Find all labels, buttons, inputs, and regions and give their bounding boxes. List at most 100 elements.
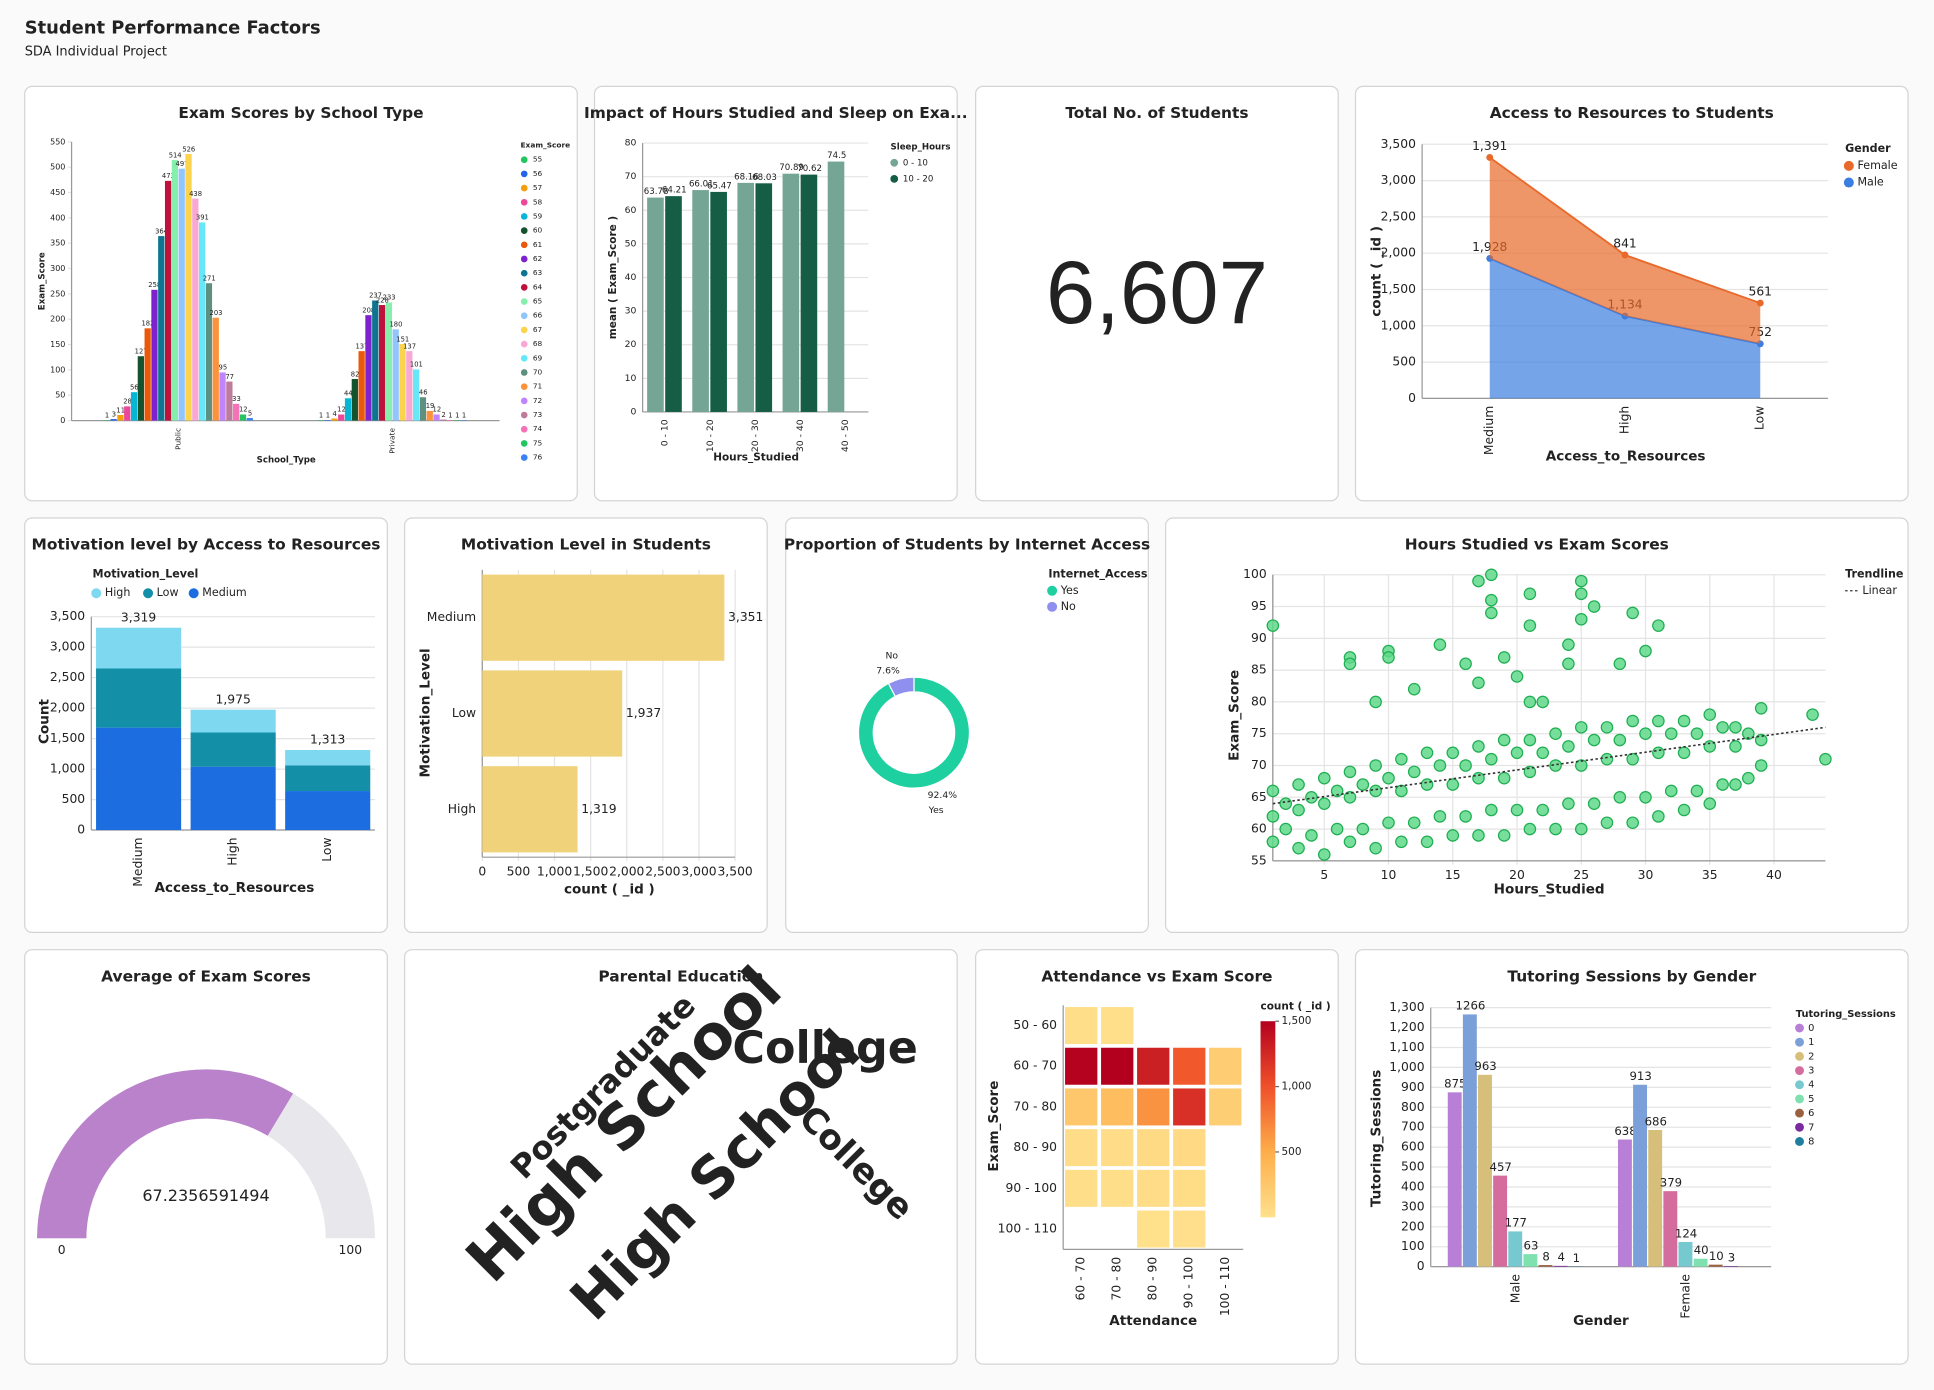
point [1305, 829, 1318, 842]
point [1716, 721, 1729, 734]
bar [1508, 1231, 1523, 1267]
x-tick-label: 80 - 90 [1146, 1257, 1160, 1301]
y-tick-label: 1,000 [1389, 1060, 1424, 1074]
y-tick-label: 700 [1401, 1120, 1425, 1134]
y-tick-label: 800 [1401, 1100, 1425, 1114]
data-label: 10 [1709, 1249, 1724, 1263]
bar [1648, 1129, 1663, 1267]
legend-label: 10 - 20 [903, 174, 934, 184]
heat-cell [1065, 1088, 1098, 1126]
x-tick-label: 3,000 [681, 864, 716, 878]
data-label: 258 [148, 281, 161, 289]
heat-cell [1101, 1088, 1134, 1126]
data-label: 497 [176, 160, 189, 168]
y-tick-label: 1,500 [50, 731, 85, 745]
x-tick-label: Low [1753, 406, 1767, 430]
point [1459, 759, 1472, 772]
point [1523, 587, 1537, 601]
data-label: 101 [410, 361, 423, 369]
point [1536, 695, 1550, 709]
heat-cell [1137, 1129, 1170, 1167]
slice-label: 7.6% [876, 665, 900, 676]
point [1549, 759, 1562, 772]
bar [755, 183, 773, 412]
legend-marker [91, 588, 102, 599]
point [1420, 746, 1434, 760]
data-label: 12 [433, 406, 442, 414]
point [1510, 670, 1524, 683]
point [1677, 803, 1691, 817]
point [1472, 574, 1485, 588]
data-label: 70.89 [779, 163, 804, 173]
y-axis-title: Count [36, 698, 52, 744]
y-tick-label: 2,000 [1381, 246, 1416, 260]
bar [419, 397, 427, 421]
point [1549, 822, 1562, 836]
bar [1723, 1266, 1738, 1267]
x-tick-label: 20 [1509, 868, 1525, 882]
y-tick-label: 60 - 70 [1013, 1059, 1057, 1073]
bar [137, 356, 144, 421]
legend-label: 70 [533, 367, 543, 376]
y-tick-label: 55 [1251, 853, 1267, 867]
legend-marker [1795, 1122, 1804, 1132]
y-tick-label: High [448, 802, 476, 816]
bar [158, 236, 165, 421]
data-label: 473 [162, 172, 175, 180]
legend-marker [1795, 1051, 1804, 1061]
y-tick-label: 550 [50, 137, 65, 146]
heat-cell [1137, 1047, 1170, 1085]
y-tick-label: 200 [50, 315, 65, 324]
point [1446, 829, 1460, 842]
card [24, 85, 578, 502]
point [1382, 816, 1395, 830]
x-tick-label: 2,000 [609, 864, 644, 878]
point [1639, 791, 1652, 804]
slice-name: Yes [928, 805, 944, 816]
x-tick-label: 30 [1638, 868, 1654, 882]
point [1587, 797, 1601, 810]
total-label: 1,313 [310, 733, 345, 747]
point [1703, 797, 1717, 810]
point [1523, 695, 1537, 709]
point [1343, 791, 1357, 804]
point [1729, 721, 1742, 734]
legend-marker [1795, 1137, 1804, 1146]
data-label: 237 [369, 292, 382, 300]
y-tick-label: 3,000 [1381, 173, 1416, 187]
legend-tick-label: 1,500 [1282, 1015, 1312, 1027]
legend-label: 66 [533, 311, 543, 320]
legend-marker [520, 227, 528, 234]
data-label: 77 [225, 373, 234, 381]
bar [1708, 1264, 1723, 1267]
point [1536, 746, 1550, 760]
x-tick-label: 3,500 [717, 864, 752, 878]
y-tick-label: 1,200 [1389, 1020, 1424, 1034]
kpi-value: 6,607 [1046, 243, 1268, 342]
legend-marker [520, 440, 528, 447]
y-tick-label: 1,100 [1389, 1040, 1424, 1054]
legend-label: 3 [1808, 1066, 1814, 1077]
data-label: 438 [189, 190, 202, 198]
card-title: Motivation level by Access to Resources [32, 536, 381, 554]
legend-title: Sleep_Hours [891, 142, 951, 152]
slice-label: 92.4% [928, 790, 958, 801]
y-tick-label: 100 - 110 [998, 1222, 1058, 1236]
point [1729, 778, 1742, 791]
y-tick-label: 75 [1251, 726, 1267, 740]
y-tick-label: Low [452, 706, 476, 720]
legend-marker [520, 425, 528, 433]
bar [151, 289, 158, 421]
y-tick-label: Medium [427, 610, 476, 624]
y-tick-label: 250 [50, 289, 65, 298]
point [1486, 153, 1494, 161]
legend-marker [520, 312, 528, 320]
bar [392, 329, 399, 421]
y-tick-label: 100 [50, 365, 65, 374]
x-tick-label: Female [1679, 1274, 1693, 1319]
data-label: 74.5 [827, 151, 846, 161]
data-label: 63 [1524, 1238, 1539, 1252]
legend-label: 73 [533, 410, 543, 419]
bar [171, 160, 179, 421]
data-label: 203 [210, 309, 223, 317]
